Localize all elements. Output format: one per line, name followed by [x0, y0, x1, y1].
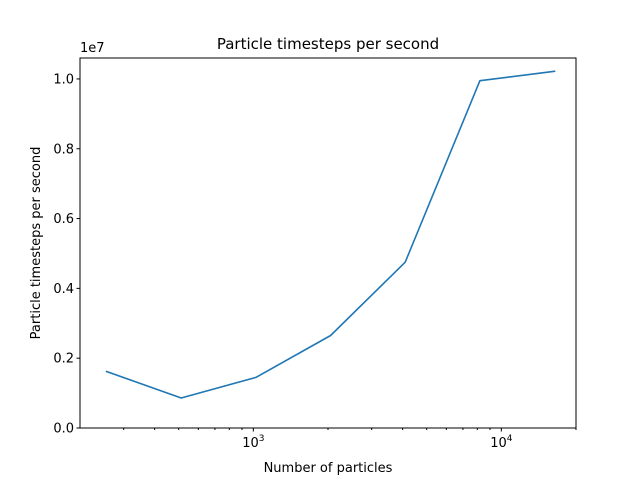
y-tick-label: 0.0	[53, 422, 74, 437]
y-tick-label: 0.8	[53, 142, 74, 157]
x-tick-label: 104	[490, 434, 513, 451]
y-tick-label: 1.0	[53, 72, 74, 87]
x-axis-label: Number of particles	[264, 461, 393, 476]
x-axis: 103 104	[123, 428, 577, 451]
y-tick-label: 0.4	[53, 282, 74, 297]
y-axis-label: Particle timesteps per second	[29, 147, 44, 340]
series-line	[105, 70, 556, 399]
y-tick-label: 0.6	[53, 212, 74, 227]
y-tick-label: 0.2	[53, 352, 74, 367]
chart-title: Particle timesteps per second	[217, 35, 439, 53]
plot-area	[79, 57, 577, 429]
y-axis-offset-label: 1e7	[80, 41, 105, 56]
y-axis: 0.0 0.2 0.4 0.6 0.8 1.0	[53, 72, 80, 437]
series-layer	[105, 70, 556, 399]
x-tick-label: 103	[242, 434, 264, 451]
plot-frame	[79, 57, 577, 429]
